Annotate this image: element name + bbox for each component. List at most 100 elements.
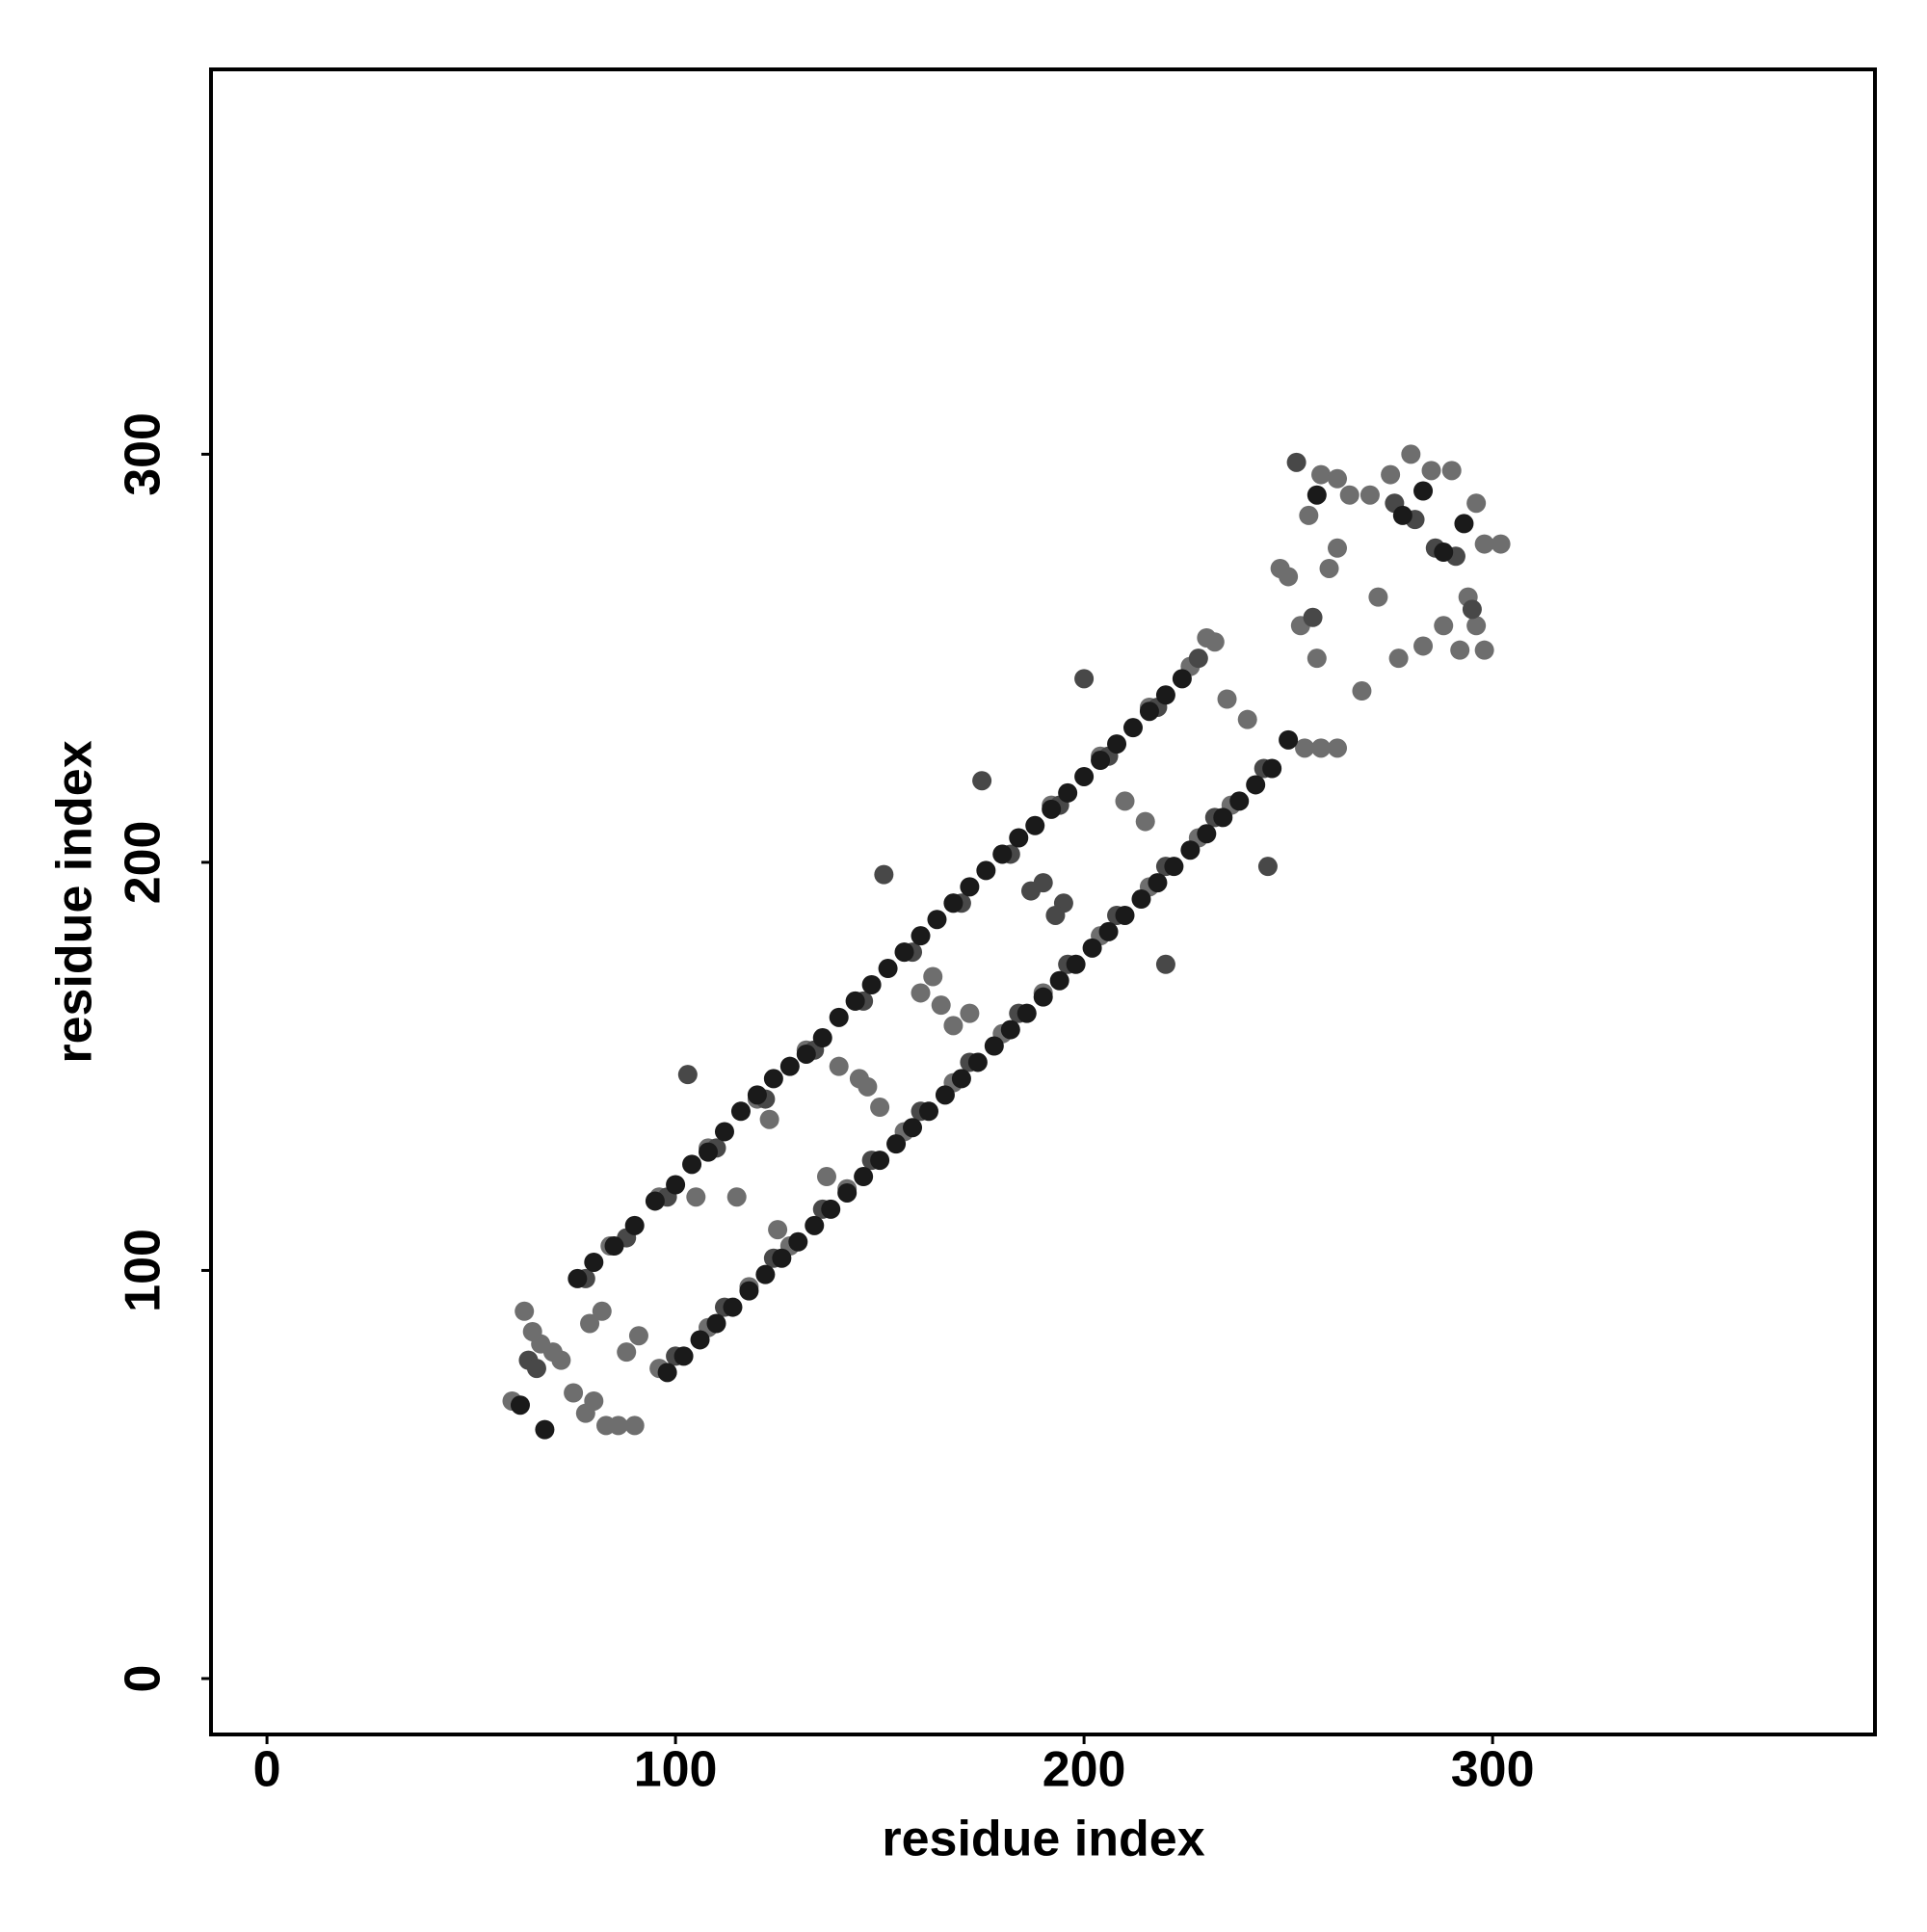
point <box>1311 464 1332 485</box>
point <box>878 959 898 979</box>
point <box>1204 632 1225 652</box>
point <box>1441 461 1462 481</box>
point <box>1033 987 1053 1007</box>
point <box>714 1122 734 1142</box>
x-tick-label: 100 <box>634 1742 718 1798</box>
point <box>1450 640 1470 660</box>
point <box>1311 738 1332 758</box>
point <box>911 926 931 946</box>
point <box>677 1065 698 1085</box>
point <box>584 1252 604 1272</box>
point <box>886 1134 907 1154</box>
point <box>1319 558 1339 578</box>
point <box>927 910 947 930</box>
x-tick-label: 200 <box>1043 1742 1126 1798</box>
point <box>617 1342 637 1363</box>
point <box>1359 485 1380 505</box>
point <box>1295 738 1315 758</box>
point <box>1066 954 1086 974</box>
point <box>682 1154 702 1175</box>
point <box>1172 669 1192 689</box>
point <box>1082 938 1102 958</box>
point <box>960 1003 980 1023</box>
point <box>1368 587 1388 607</box>
point <box>788 1231 808 1252</box>
point <box>1135 811 1155 832</box>
point <box>1058 782 1078 803</box>
point <box>580 1313 600 1334</box>
point <box>759 1109 779 1129</box>
point <box>805 1215 825 1235</box>
point <box>730 1101 751 1122</box>
y-tick-label: 0 <box>116 1665 172 1693</box>
point <box>1025 815 1045 835</box>
point <box>535 1419 555 1440</box>
y-tick-label: 200 <box>116 821 172 905</box>
point <box>779 1056 800 1076</box>
point <box>1466 616 1487 636</box>
point <box>1474 534 1494 554</box>
y-axis-label: residue index <box>47 740 103 1063</box>
point <box>1339 485 1359 505</box>
point <box>1016 1003 1037 1023</box>
point <box>1307 648 1327 669</box>
point <box>1392 505 1412 525</box>
point <box>1262 758 1282 779</box>
point <box>706 1313 726 1334</box>
point <box>837 1182 858 1203</box>
point <box>624 1215 645 1235</box>
point <box>551 1350 571 1370</box>
point <box>1352 681 1372 701</box>
point <box>1237 709 1257 729</box>
point <box>931 995 951 1016</box>
point <box>1491 534 1511 554</box>
point <box>1413 636 1434 656</box>
point <box>1434 616 1454 636</box>
point <box>861 974 882 994</box>
point <box>1474 640 1494 660</box>
point <box>829 1007 849 1027</box>
point <box>812 1028 832 1048</box>
point <box>739 1281 759 1301</box>
point <box>1270 558 1290 578</box>
point <box>1299 505 1319 525</box>
point <box>690 1330 710 1350</box>
point <box>960 877 980 897</box>
point <box>1257 857 1278 877</box>
point <box>1303 607 1323 627</box>
point <box>1098 921 1119 941</box>
point <box>894 942 914 963</box>
point <box>657 1363 677 1383</box>
point <box>992 844 1013 864</box>
point <box>1413 481 1434 501</box>
point <box>1155 954 1175 974</box>
points <box>502 444 1511 1440</box>
point <box>1421 461 1441 481</box>
point <box>967 1052 988 1072</box>
point <box>1045 905 1066 925</box>
point <box>816 1167 836 1187</box>
point <box>568 1268 588 1288</box>
point <box>943 893 964 913</box>
point <box>874 864 894 885</box>
point <box>723 1297 743 1317</box>
point <box>515 1301 535 1321</box>
point <box>903 1118 923 1138</box>
point <box>1155 685 1175 705</box>
point <box>923 966 943 987</box>
point <box>796 1044 816 1064</box>
point <box>1009 828 1029 848</box>
point <box>1074 669 1095 689</box>
point <box>870 1098 890 1118</box>
point <box>726 1187 747 1207</box>
point <box>1131 889 1151 910</box>
point <box>628 1326 648 1346</box>
point <box>699 1142 719 1162</box>
point <box>870 1151 890 1171</box>
point <box>1074 766 1095 786</box>
point <box>951 1069 971 1089</box>
point <box>1049 970 1069 991</box>
point <box>1115 905 1135 925</box>
point <box>1279 729 1299 750</box>
